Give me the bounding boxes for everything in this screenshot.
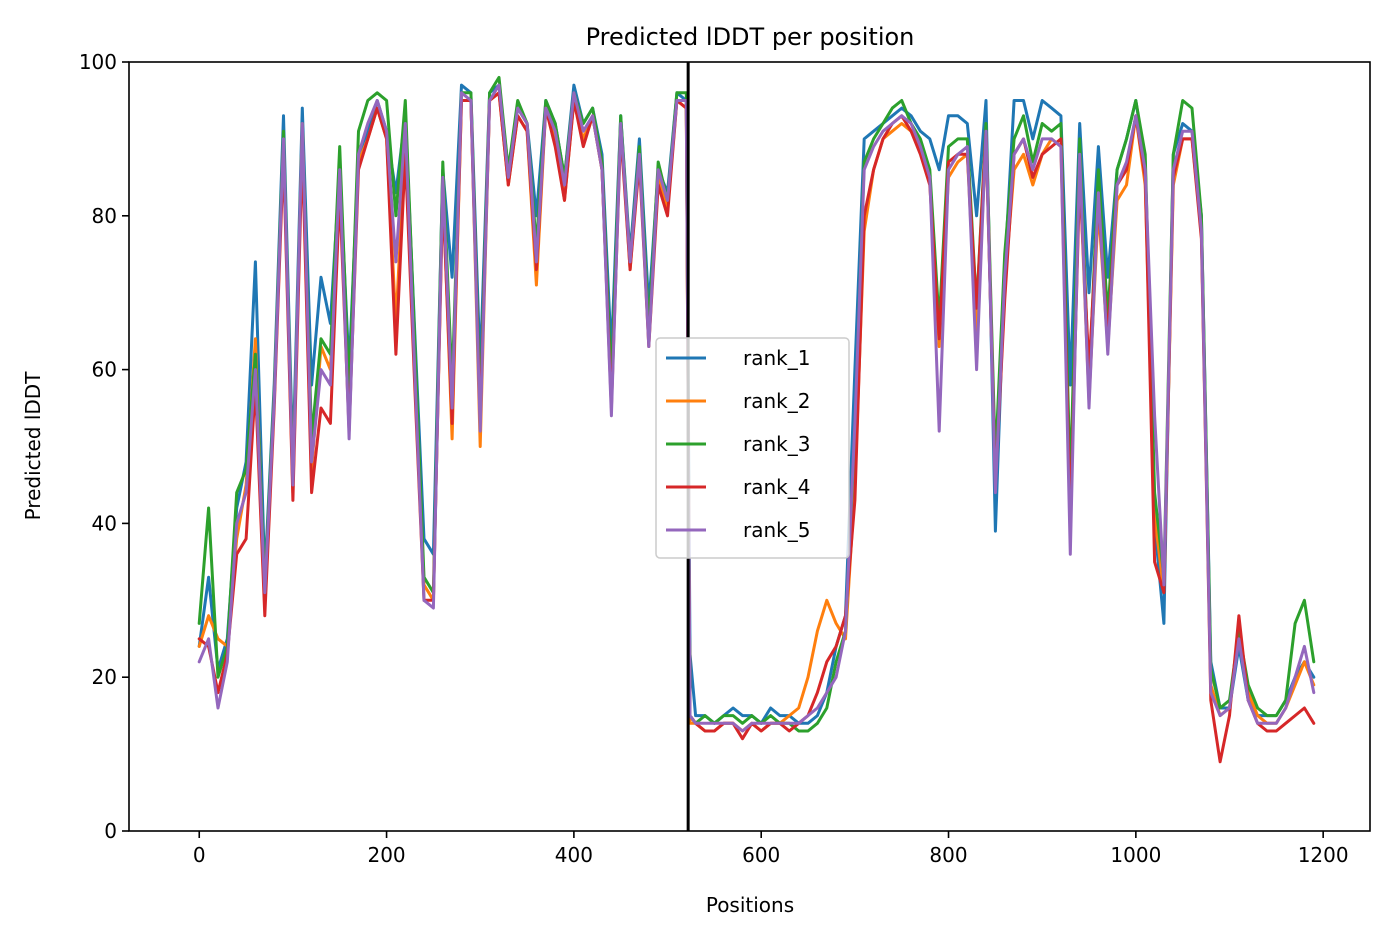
- y-tick-label: 100: [79, 50, 117, 74]
- axes: 0 200 400 600 800 1000 1200 0 20 40 60 80 100: [79, 50, 1371, 867]
- x-axis-label: Positions: [706, 893, 794, 917]
- y-tick-label: 40: [92, 511, 117, 535]
- legend-box: [655, 337, 850, 559]
- x-tick-label: 1000: [1110, 843, 1161, 867]
- series-lines: [197, 75, 1316, 764]
- x-tick-label: 600: [742, 843, 780, 867]
- y-tick-label: 80: [92, 204, 117, 228]
- legend: rank_1 rank_2 rank_3 rank_4 rank_5: [655, 337, 850, 559]
- y-tick-label: 60: [92, 358, 117, 382]
- x-tick-label: 0: [193, 843, 206, 867]
- legend-label-rank_3: rank_3: [743, 432, 810, 456]
- series-line-rank_5: [197, 83, 1316, 733]
- x-tick-label: 800: [929, 843, 967, 867]
- legend-label-rank_4: rank_4: [743, 475, 810, 499]
- series-line-rank_3: [197, 75, 1316, 733]
- chart-title: Predicted lDDT per position: [586, 23, 915, 51]
- x-tick-label: 1200: [1298, 843, 1349, 867]
- legend-label-rank_2: rank_2: [743, 389, 810, 413]
- y-axis-label: Predicted lDDT: [21, 371, 45, 521]
- legend-label-rank_1: rank_1: [743, 346, 810, 370]
- y-tick-label: 20: [92, 665, 117, 689]
- legend-label-rank_5: rank_5: [743, 518, 810, 542]
- x-tick-label: 200: [367, 843, 405, 867]
- axes-frame: [128, 61, 1371, 832]
- x-tick-label: 400: [555, 843, 593, 867]
- y-tick-label: 0: [104, 819, 117, 843]
